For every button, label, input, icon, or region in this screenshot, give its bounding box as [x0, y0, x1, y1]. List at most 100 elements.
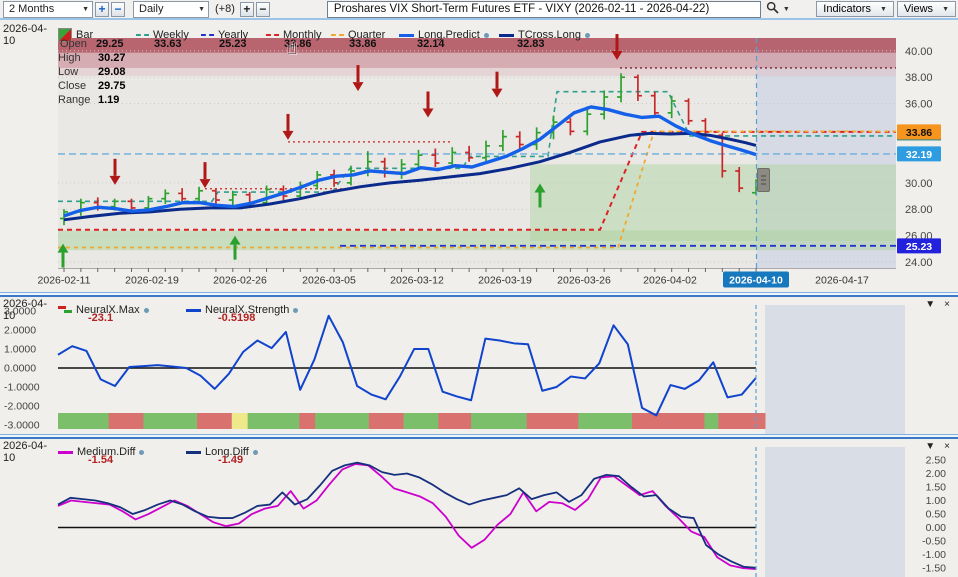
high-row: High 30.27 — [58, 52, 126, 64]
svg-text:24.00: 24.00 — [905, 257, 933, 269]
range-row: Range 1.19 — [58, 94, 120, 106]
svg-text:2026-04-10: 2026-04-10 — [729, 275, 783, 287]
svg-text:40.00: 40.00 — [905, 46, 933, 58]
legend-item-long-diff[interactable]: Long.Diff — [186, 446, 336, 458]
yearly-value: 25.23 — [219, 38, 247, 50]
svg-text:-1.0000: -1.0000 — [4, 381, 40, 393]
diff-legend-row: 2026-04-10 Medium.Diff Long.Diff — [0, 440, 336, 464]
svg-text:36.00: 36.00 — [905, 99, 933, 111]
price-chart-canvas[interactable]: 2026-02-11 2026-02-19 2026-02-26 2026-03-05… — [0, 22, 958, 292]
panel-controls: ▼ × — [925, 441, 950, 452]
svg-text:2.0000: 2.0000 — [4, 325, 36, 337]
monthly-line-icon — [266, 34, 279, 36]
info-icon[interactable] — [483, 32, 489, 38]
info-icon[interactable] — [293, 307, 299, 313]
legend-item-quarter[interactable]: Quarter — [331, 29, 399, 41]
chevron-down-icon: ▼ — [82, 5, 89, 13]
range-select[interactable]: 2 Months ▼ — [3, 0, 93, 18]
ohlc-readout: High 30.27 Low 29.08 Close 29.75 Range 1.19 — [58, 52, 126, 108]
svg-text:32.19: 32.19 — [906, 149, 932, 161]
legend-item-tcross-long[interactable]: TCross.Long — [499, 29, 609, 41]
range-decrease-button[interactable]: − — [111, 1, 125, 17]
svg-text:2026-02-26: 2026-02-26 — [213, 275, 267, 287]
svg-text:0.0000: 0.0000 — [4, 363, 36, 375]
collapse-panel-icon[interactable]: ▼ — [925, 299, 936, 310]
legend-item-weekly[interactable]: Weekly — [136, 29, 201, 41]
monthly-value: 33.86 — [284, 38, 312, 50]
svg-text:1.00: 1.00 — [926, 495, 947, 507]
range-increase-button[interactable]: + — [95, 1, 109, 17]
price-legend-row: 2026-04-10 Bar Weekly Yearly Monthly Qua… — [0, 23, 609, 47]
medium-diff-value: -1.54 — [88, 454, 114, 466]
svg-text:-3.0000: -3.0000 — [4, 419, 40, 431]
legend-item-neuralx-strength[interactable]: NeuralX.Strength — [186, 304, 336, 316]
interval-select-value: Daily — [139, 3, 164, 15]
range-select-value: 2 Months — [9, 3, 55, 15]
legend-item-long-predict[interactable]: Long.Predict — [399, 29, 499, 41]
svg-text:0.00: 0.00 — [926, 522, 947, 534]
neuralx-max-value: -23.1 — [88, 312, 114, 324]
info-icon[interactable] — [584, 32, 590, 38]
toolbar: 2 Months ▼ + − Daily ▼ (+8) + − Proshare… — [0, 0, 958, 20]
diff-chart-canvas[interactable]: 2.50 2.00 1.501.00 0.500.00 -0.50-1.00 -1.50 — [0, 439, 958, 577]
cursor-date-label: 2026-04-10 — [3, 440, 48, 464]
long-predict-value: 32.14 — [417, 38, 445, 50]
info-icon[interactable] — [252, 449, 258, 455]
search-icon[interactable] — [766, 1, 779, 17]
indicators-button[interactable]: Indicators ▼ — [816, 1, 894, 17]
svg-text:33.86: 33.86 — [906, 127, 932, 139]
weekly-line-icon — [136, 34, 149, 36]
svg-text:3.0000: 3.0000 — [4, 306, 36, 318]
svg-text:1.50: 1.50 — [926, 482, 947, 494]
collapse-panel-icon[interactable]: ▼ — [925, 441, 936, 452]
search-dropdown-icon[interactable]: ▼ — [782, 5, 790, 13]
neuralx-strength-line-icon — [186, 308, 201, 312]
svg-text:2026-03-26: 2026-03-26 — [557, 275, 611, 287]
mouse-hand-cursor: ☝ — [287, 39, 298, 58]
remove-bars-button[interactable]: − — [255, 1, 270, 17]
bars-offset-label: (+8) — [215, 3, 235, 15]
cursor-date-label: 2026-04-10 — [3, 23, 48, 47]
legend-item-medium-diff[interactable]: Medium.Diff — [58, 446, 186, 458]
svg-text:25.23: 25.23 — [906, 241, 932, 253]
views-button[interactable]: Views ▼ — [896, 1, 956, 17]
svg-text:2026-03-05: 2026-03-05 — [302, 275, 356, 287]
open-value: Open 29.25 — [60, 38, 124, 50]
svg-text:2026-02-11: 2026-02-11 — [38, 275, 91, 287]
info-icon[interactable] — [139, 449, 145, 455]
tcross-long-value: 32.83 — [517, 38, 545, 50]
diff-indicator-panel: 2.50 2.00 1.50 1.00 0.50 0.00 -0.50 -1.00 -1.50 … — [0, 439, 958, 577]
close-panel-icon[interactable]: × — [944, 441, 950, 452]
legend-item-neuralx-max[interactable]: NeuralX.Max — [58, 304, 186, 316]
svg-text:2026-02-19: 2026-02-19 — [125, 275, 179, 287]
svg-text:-0.50: -0.50 — [922, 536, 946, 548]
info-icon[interactable] — [143, 307, 149, 313]
svg-text:30.00: 30.00 — [905, 178, 933, 190]
neuralx-chart-canvas[interactable]: 3.0000 2.0000 1.0000 0.0000 -1.0000 -2.0000 -3… — [0, 297, 958, 434]
add-bars-button[interactable]: + — [239, 1, 254, 17]
close-panel-icon[interactable]: × — [944, 299, 950, 310]
panel-separator[interactable] — [0, 434, 958, 439]
svg-text:-1.50: -1.50 — [922, 563, 946, 575]
long-diff-line-icon — [186, 450, 201, 454]
legend-item-yearly[interactable]: Yearly — [201, 29, 266, 41]
neuralx-values-row: -23.1 -0.5198 — [58, 312, 336, 324]
chart-drag-handle[interactable] — [757, 168, 770, 192]
neuralx-max-icon — [58, 305, 72, 315]
symbol-title[interactable]: Proshares VIX Short-Term Futures ETF - V… — [326, 0, 761, 18]
svg-text:2026-03-12: 2026-03-12 — [390, 275, 444, 287]
interval-select[interactable]: Daily ▼ — [133, 0, 209, 18]
legend-item-bar[interactable]: Bar — [58, 28, 136, 42]
svg-text:2.50: 2.50 — [926, 454, 947, 466]
legend-item-monthly[interactable]: Monthly — [266, 29, 331, 41]
neuralx-legend-row: 2026-04-10 NeuralX.Max NeuralX.Strength — [0, 298, 336, 322]
quarter-value: 33.86 — [349, 38, 377, 50]
price-chart-panel: 2026-02-11 2026-02-19 2026-02-26 2026-03-05… — [0, 22, 958, 292]
svg-text:-1.00: -1.00 — [922, 549, 946, 561]
long-predict-line-icon — [399, 33, 414, 37]
chevron-down-icon: ▼ — [879, 5, 887, 13]
svg-text:28.00: 28.00 — [905, 204, 933, 216]
svg-text:2026-03-19: 2026-03-19 — [478, 275, 532, 287]
panel-separator[interactable] — [0, 292, 958, 297]
